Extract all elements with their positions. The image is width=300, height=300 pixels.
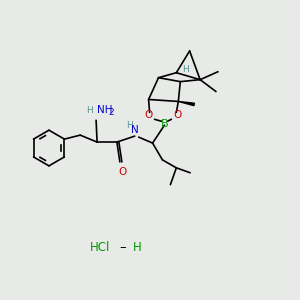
Text: O: O (173, 110, 182, 120)
Text: N: N (131, 125, 139, 135)
Polygon shape (178, 101, 194, 106)
Text: NH: NH (97, 105, 112, 115)
Text: H: H (182, 65, 189, 74)
Text: O: O (145, 110, 153, 120)
Text: H: H (126, 121, 133, 130)
Text: O: O (119, 167, 127, 177)
Text: H: H (86, 106, 92, 115)
Text: 2: 2 (108, 108, 114, 117)
Text: H: H (133, 241, 142, 254)
Text: B: B (160, 119, 168, 129)
Text: HCl: HCl (90, 241, 111, 254)
Text: –: – (119, 241, 126, 254)
